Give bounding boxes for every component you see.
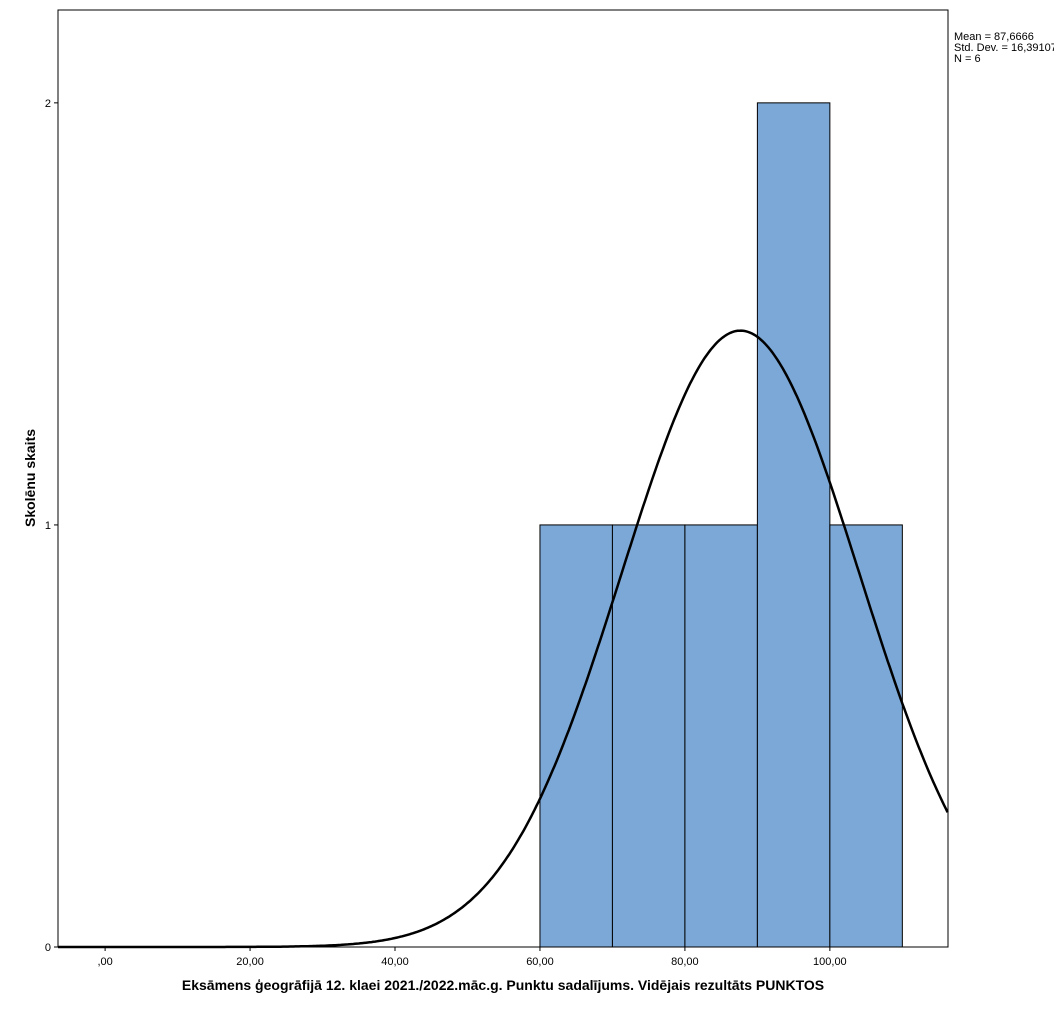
stats-n: N = 6 — [954, 53, 981, 65]
histogram-bar-1 — [611, 524, 686, 948]
x-tick-label: 60,00 — [526, 956, 554, 968]
x-tick-label: 20,00 — [236, 956, 264, 968]
x-tick-label: 100,00 — [813, 956, 847, 968]
x-tick-label: ,00 — [97, 956, 112, 968]
histogram-bar-4 — [829, 524, 903, 948]
histogram-bar-3 — [756, 102, 831, 948]
stats-std: Std. Dev. = 16,39107 — [954, 42, 1054, 54]
stats-box: Mean = 87,6666 Std. Dev. = 16,39107 N = … — [954, 31, 1054, 65]
histogram-bar-0 — [539, 524, 613, 948]
y-tick-label: 1 — [45, 520, 51, 532]
x-axis-title: Eksāmens ģeogrāfijā 12. klaei 2021./2022… — [182, 977, 824, 993]
x-tick-label: 40,00 — [381, 956, 409, 968]
y-tick-label: 2 — [45, 98, 51, 110]
stats-mean: Mean = 87,6666 — [954, 31, 1034, 43]
x-tick-label: 80,00 — [671, 956, 699, 968]
normal-curve — [58, 329, 949, 949]
y-tick-label: 0 — [45, 942, 51, 954]
y-axis-title: Skolēnu skaits — [22, 429, 38, 527]
histogram-bar-2 — [684, 524, 758, 948]
